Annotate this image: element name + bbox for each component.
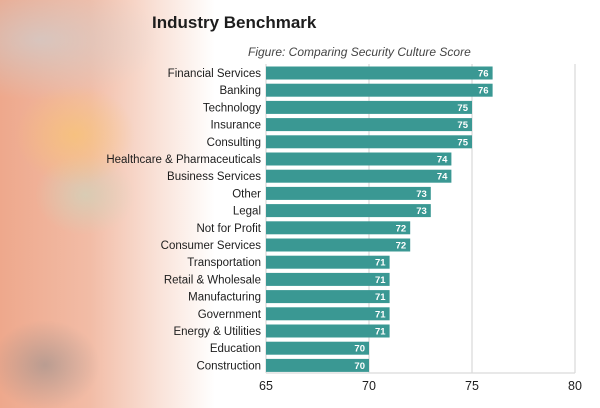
bar [266,324,390,338]
category-label: Not for Profit [196,223,261,235]
data-label: 76 [478,86,489,97]
x-tick-label: 65 [259,379,273,393]
x-tick-label: 80 [568,379,582,393]
category-label: Consumer Services [161,240,262,252]
data-label: 70 [354,361,365,372]
category-label: Education [210,343,261,355]
data-label: 75 [457,137,468,148]
category-label: Energy & Utilities [173,326,261,338]
bar [266,307,390,321]
bar [266,290,390,304]
bar [266,221,411,235]
bar [266,272,390,286]
category-label: Retail & Wholesale [164,274,261,286]
bar [266,135,472,149]
category-label: Technology [203,102,261,114]
bar [266,341,369,355]
chart-title: Figure: Comparing Security Culture Score [248,45,471,59]
category-label: Healthcare & Pharmaceuticals [106,154,261,166]
category-label: Business Services [167,171,261,183]
bar [266,255,390,269]
category-label: Other [232,188,261,200]
category-label: Insurance [210,120,261,132]
bar [266,66,493,80]
category-label: Consulting [207,137,261,149]
x-tick-label: 70 [362,379,376,393]
category-label: Manufacturing [188,292,261,304]
data-label: 75 [457,103,468,114]
data-label: 72 [396,223,407,234]
data-label: 75 [457,120,468,131]
bar [266,100,472,114]
bar [266,358,369,372]
x-tick-label: 75 [465,379,479,393]
bar [266,118,472,132]
data-label: 71 [375,327,386,338]
bar [266,238,411,252]
category-label: Legal [233,206,261,218]
category-label: Construction [196,360,261,372]
bar [266,204,431,218]
bar [266,169,452,183]
data-label: 70 [354,344,365,355]
data-label: 73 [416,206,427,217]
data-label: 72 [396,241,407,252]
data-label: 71 [375,292,386,303]
data-label: 76 [478,69,489,80]
data-label: 74 [437,172,448,183]
category-label: Transportation [187,257,261,269]
bar [266,83,493,97]
page-title: Industry Benchmark [152,13,317,32]
category-label: Government [198,309,262,321]
data-label: 74 [437,155,448,166]
bar [266,186,431,200]
data-label: 73 [416,189,427,200]
data-label: 71 [375,309,386,320]
bar [266,152,452,166]
category-label: Banking [219,85,261,97]
data-label: 71 [375,258,386,269]
data-label: 71 [375,275,386,286]
category-label: Financial Services [168,68,262,80]
